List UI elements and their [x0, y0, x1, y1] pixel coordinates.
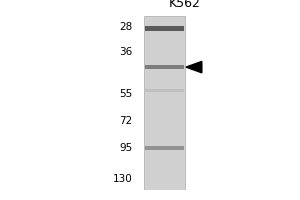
Bar: [144, 16, 184, 190]
Bar: [145, 146, 184, 150]
Text: 95: 95: [119, 143, 133, 153]
Polygon shape: [186, 61, 202, 73]
Text: 55: 55: [119, 89, 133, 99]
Bar: [145, 26, 184, 31]
Bar: [145, 65, 184, 69]
Text: 28: 28: [119, 22, 133, 32]
Text: 72: 72: [119, 116, 133, 126]
Text: 36: 36: [119, 47, 133, 57]
Text: K562: K562: [169, 0, 200, 10]
Bar: [145, 89, 184, 92]
Text: 130: 130: [113, 174, 133, 184]
